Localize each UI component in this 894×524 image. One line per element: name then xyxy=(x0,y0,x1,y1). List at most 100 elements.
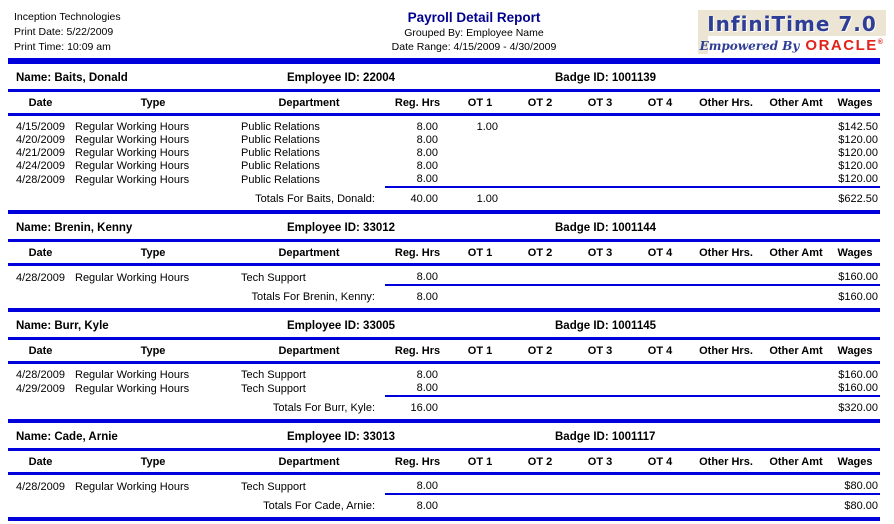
employee-sections: Name: Baits, Donald Employee ID: 22004 B… xyxy=(8,67,880,521)
totals-ot4 xyxy=(630,285,690,308)
column-header-department: Department xyxy=(233,242,385,266)
totals-label: Totals For Cade, Arnie: xyxy=(263,500,375,512)
infinitime-wordmark: InfiniTime 7.0 xyxy=(698,10,886,36)
column-header-row: Date Type Department Reg. Hrs OT 1 OT 2 OT 3 OT… xyxy=(8,92,880,116)
cell-other_amt xyxy=(762,264,830,286)
column-header-ot4: OT 4 xyxy=(630,242,690,266)
cell-ot1 xyxy=(450,473,510,495)
totals-ot1: 1.00 xyxy=(476,193,498,205)
table-row: 4/28/2009 Regular Working Hours Tech Suppo… xyxy=(8,363,880,383)
employee-section: Name: Baits, Donald Employee ID: 22004 B… xyxy=(8,67,880,214)
totals-other_amt xyxy=(762,494,830,517)
payroll-table: Date Type Department Reg. Hrs OT 1 OT 2 OT 3 OT… xyxy=(8,340,880,419)
column-header-date: Date xyxy=(8,451,73,475)
table-row: 4/29/2009 Regular Working Hours Tech Suppo… xyxy=(8,382,880,397)
cell-ot2 xyxy=(510,173,570,188)
cell-wages: $160.00 xyxy=(830,382,880,397)
employee-name: Name: Burr, Kyle xyxy=(16,320,109,332)
totals-ot2 xyxy=(510,187,570,210)
column-header-other_amt: Other Amt xyxy=(762,242,830,266)
section-bottom-rule xyxy=(8,419,880,423)
column-header-reg_hrs: Reg. Hrs xyxy=(385,242,450,266)
cell-ot2 xyxy=(510,264,570,286)
cell-ot3 xyxy=(570,147,630,160)
cell-reg_hrs: 8.00 xyxy=(416,369,438,381)
column-header-other_hrs: Other Hrs. xyxy=(690,340,762,364)
column-header-other_hrs: Other Hrs. xyxy=(690,242,762,266)
cell-ot3 xyxy=(570,363,630,383)
cell-other_amt xyxy=(762,147,830,160)
totals-other_hrs xyxy=(690,494,762,517)
totals-ot1 xyxy=(450,494,510,517)
employee-header-band: Name: Burr, Kyle Employee ID: 33005 Badg… xyxy=(8,315,880,340)
cell-other_hrs xyxy=(690,160,762,173)
cell-date: 4/28/2009 xyxy=(16,174,65,186)
cell-other_hrs xyxy=(690,115,762,135)
employee-header-band: Name: Baits, Donald Employee ID: 22004 B… xyxy=(8,67,880,92)
column-header-date: Date xyxy=(8,340,73,364)
print-info: Inception Technologies Print Date: 5/22/… xyxy=(14,10,250,55)
cell-type: Regular Working Hours xyxy=(75,174,190,186)
totals-reg_hrs: 16.00 xyxy=(410,402,438,414)
cell-ot1 xyxy=(450,160,510,173)
cell-department: Tech Support xyxy=(241,383,306,395)
totals-ot1 xyxy=(450,396,510,419)
cell-ot4 xyxy=(630,134,690,147)
cell-ot2 xyxy=(510,473,570,495)
table-row: 4/15/2009 Regular Working Hours Public Rel… xyxy=(8,115,880,135)
cell-other_amt xyxy=(762,160,830,173)
totals-wages: $80.00 xyxy=(844,500,878,512)
cell-ot1 xyxy=(450,173,510,188)
cell-department: Tech Support xyxy=(241,369,306,381)
column-header-ot2: OT 2 xyxy=(510,451,570,475)
cell-department: Tech Support xyxy=(241,272,306,284)
totals-wages: $160.00 xyxy=(838,291,878,303)
cell-ot1: 1.00 xyxy=(476,121,498,133)
cell-department: Public Relations xyxy=(241,160,320,172)
report-header: Inception Technologies Print Date: 5/22/… xyxy=(0,0,894,58)
employee-header-band: Name: Cade, Arnie Employee ID: 33013 Bad… xyxy=(8,426,880,451)
cell-date: 4/28/2009 xyxy=(16,369,65,381)
rows: 4/28/2009 Regular Working Hours Tech Suppo… xyxy=(8,363,880,397)
cell-other_hrs xyxy=(690,473,762,495)
cell-ot1 xyxy=(450,147,510,160)
cell-ot4 xyxy=(630,382,690,397)
employee-name: Name: Cade, Arnie xyxy=(16,431,118,443)
cell-other_hrs xyxy=(690,147,762,160)
totals-other_amt xyxy=(762,396,830,419)
totals-ot1 xyxy=(450,285,510,308)
totals-row: Totals For Baits, Donald: 40.00 1.00 $622.5… xyxy=(8,187,880,210)
cell-type: Regular Working Hours xyxy=(75,481,190,493)
totals-row: Totals For Burr, Kyle: 16.00 $320.00 xyxy=(8,396,880,419)
cell-type: Regular Working Hours xyxy=(75,121,190,133)
cell-reg_hrs: 8.00 xyxy=(385,382,450,397)
totals-other_amt xyxy=(762,285,830,308)
employee-name: Name: Brenin, Kenny xyxy=(16,222,133,234)
cell-type: Regular Working Hours xyxy=(75,383,190,395)
cell-department: Public Relations xyxy=(241,174,320,186)
cell-reg_hrs: 8.00 xyxy=(416,160,438,172)
table-row: 4/21/2009 Regular Working Hours Public Rel… xyxy=(8,147,880,160)
column-header-date: Date xyxy=(8,242,73,266)
employee-name: Name: Baits, Donald xyxy=(16,72,128,84)
oracle-text: ORACLE xyxy=(805,37,878,54)
cell-ot3 xyxy=(570,473,630,495)
column-header-ot4: OT 4 xyxy=(630,92,690,116)
cell-type: Regular Working Hours xyxy=(75,272,190,284)
cell-ot1 xyxy=(450,382,510,397)
cell-other_amt xyxy=(762,173,830,188)
column-header-other_hrs: Other Hrs. xyxy=(690,92,762,116)
cell-wages: $160.00 xyxy=(830,264,880,286)
cell-type: Regular Working Hours xyxy=(75,160,190,172)
cell-type: Regular Working Hours xyxy=(75,134,190,146)
cell-ot3 xyxy=(570,134,630,147)
cell-ot2 xyxy=(510,160,570,173)
totals-ot3 xyxy=(570,187,630,210)
cell-other_amt xyxy=(762,382,830,397)
column-header-reg_hrs: Reg. Hrs xyxy=(385,340,450,364)
cell-other_hrs xyxy=(690,363,762,383)
column-header-row: Date Type Department Reg. Hrs OT 1 OT 2 OT 3 OT… xyxy=(8,451,880,475)
infinitime-logo: InfiniTime 7.0 Empowered By ORACLE® xyxy=(698,10,886,54)
totals-ot4 xyxy=(630,396,690,419)
badge-id: Badge ID: 1001145 xyxy=(555,320,657,332)
